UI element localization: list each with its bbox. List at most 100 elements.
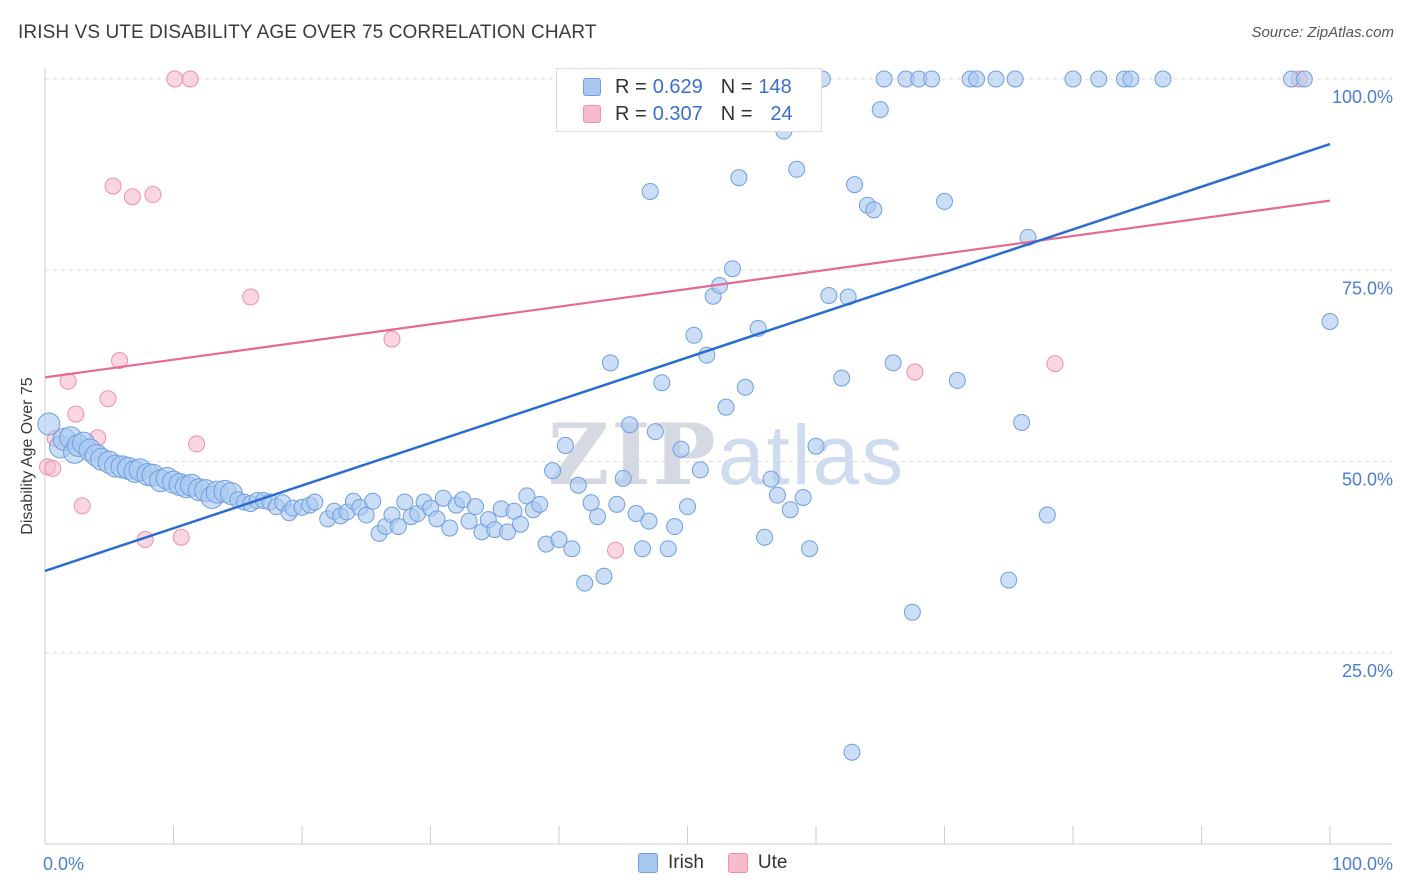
irish-point [794, 488, 812, 506]
irish-r-label: R = [615, 75, 647, 98]
stats-legend: R = 0.629 N = 148 R = 0.307 N = 24 [556, 68, 822, 132]
irish-point [640, 512, 658, 530]
legend-irish-swatch [638, 853, 658, 873]
irish-point [685, 326, 703, 344]
stats-row-irish: R = 0.629 N = 148 [583, 74, 792, 100]
x-tick-label: 100.0% [1332, 854, 1393, 874]
irish-point [820, 286, 838, 304]
irish-point [499, 523, 517, 541]
irish-point [768, 486, 786, 504]
irish-point [1122, 70, 1140, 88]
irish-point [807, 437, 825, 455]
irish-point [364, 492, 382, 510]
ute-r-value: 0.307 [652, 102, 703, 125]
irish-point [948, 371, 966, 389]
irish-point [1013, 413, 1031, 431]
irish-r-value: 0.629 [652, 75, 703, 98]
irish-point [621, 416, 639, 434]
legend-ute-label: Ute [757, 852, 788, 873]
irish-n-label: N = [720, 75, 753, 98]
irish-point [550, 531, 568, 549]
legend-ute-swatch [727, 853, 748, 873]
ute-point [1046, 355, 1064, 373]
irish-point [1064, 70, 1082, 88]
irish-point [923, 70, 941, 88]
irish-point [466, 498, 484, 516]
irish-point [1000, 571, 1018, 589]
ute-point [123, 188, 141, 206]
irish-point [653, 374, 671, 392]
irish-point [833, 369, 851, 387]
gridlines [45, 78, 1392, 654]
irish-point [569, 476, 587, 494]
irish-point [614, 469, 632, 487]
irish-point [884, 354, 902, 372]
irish-point [306, 493, 324, 511]
irish-n-value: 148 [758, 75, 792, 98]
y-tick-label: 25.0% [1342, 661, 1393, 681]
irish-point [691, 461, 709, 479]
chart-title: IRISH VS UTE DISABILITY AGE OVER 75 CORR… [18, 22, 597, 43]
irish-point [37, 412, 61, 436]
y-tick-labels: 25.0% 50.0% 75.0% 100.0% [1332, 87, 1393, 681]
source-label: Source: ZipAtlas.com [1251, 24, 1394, 41]
ute-point [242, 288, 260, 306]
irish-swatch [583, 78, 601, 96]
ute-point [104, 177, 122, 195]
irish-point [865, 201, 883, 219]
irish-point [1321, 313, 1339, 331]
irish-point [1295, 70, 1313, 88]
x-tick-labels: 0.0% 100.0% [43, 854, 1393, 874]
legend-item-ute[interactable]: Ute [727, 852, 788, 874]
irish-point [788, 160, 806, 178]
irish-point [396, 493, 414, 511]
irish-point [460, 512, 478, 530]
legend-item-irish[interactable]: Irish [638, 852, 704, 874]
irish-point [627, 505, 645, 523]
irish-point [1154, 70, 1172, 88]
series-legend: Irish Ute [638, 852, 811, 874]
irish-point [679, 498, 696, 516]
irish-point [428, 510, 446, 528]
ute-point [67, 405, 85, 423]
irish-point [1090, 70, 1108, 88]
irish-point [666, 518, 684, 536]
irish-point [1006, 70, 1024, 88]
irish-point [589, 508, 607, 526]
irish-point [576, 574, 594, 592]
irish-point [846, 176, 864, 194]
irish-point [762, 470, 780, 488]
irish-point [723, 260, 741, 278]
irish-point [582, 494, 600, 512]
trend-lines [44, 142, 1331, 573]
ute-r-label: R = [615, 102, 647, 125]
irish-point [357, 506, 375, 524]
irish-point [544, 462, 562, 480]
ute-point [181, 70, 199, 88]
irish-point [389, 518, 407, 536]
irish-point [672, 440, 690, 458]
irish-point [903, 603, 921, 621]
y-tick-label: 50.0% [1342, 470, 1393, 490]
irish-point [781, 501, 799, 519]
irish-point [563, 540, 581, 558]
irish-point [1038, 506, 1056, 524]
ute-point [607, 541, 625, 559]
irish-point [987, 70, 1005, 88]
legend-irish-label: Irish [668, 852, 704, 873]
irish-point [595, 567, 613, 585]
ute-point [73, 497, 91, 515]
irish-point [646, 423, 664, 441]
ute-n-value: 24 [770, 102, 793, 125]
irish-point [441, 519, 459, 537]
irish-point [968, 70, 986, 88]
irish-point [634, 540, 652, 558]
ute-point [188, 435, 206, 453]
irish-point [531, 495, 549, 513]
ute-point [383, 330, 401, 348]
irish-point [659, 540, 677, 558]
ute-point [44, 459, 62, 477]
irish-point [843, 743, 861, 761]
irish-point [736, 378, 754, 396]
